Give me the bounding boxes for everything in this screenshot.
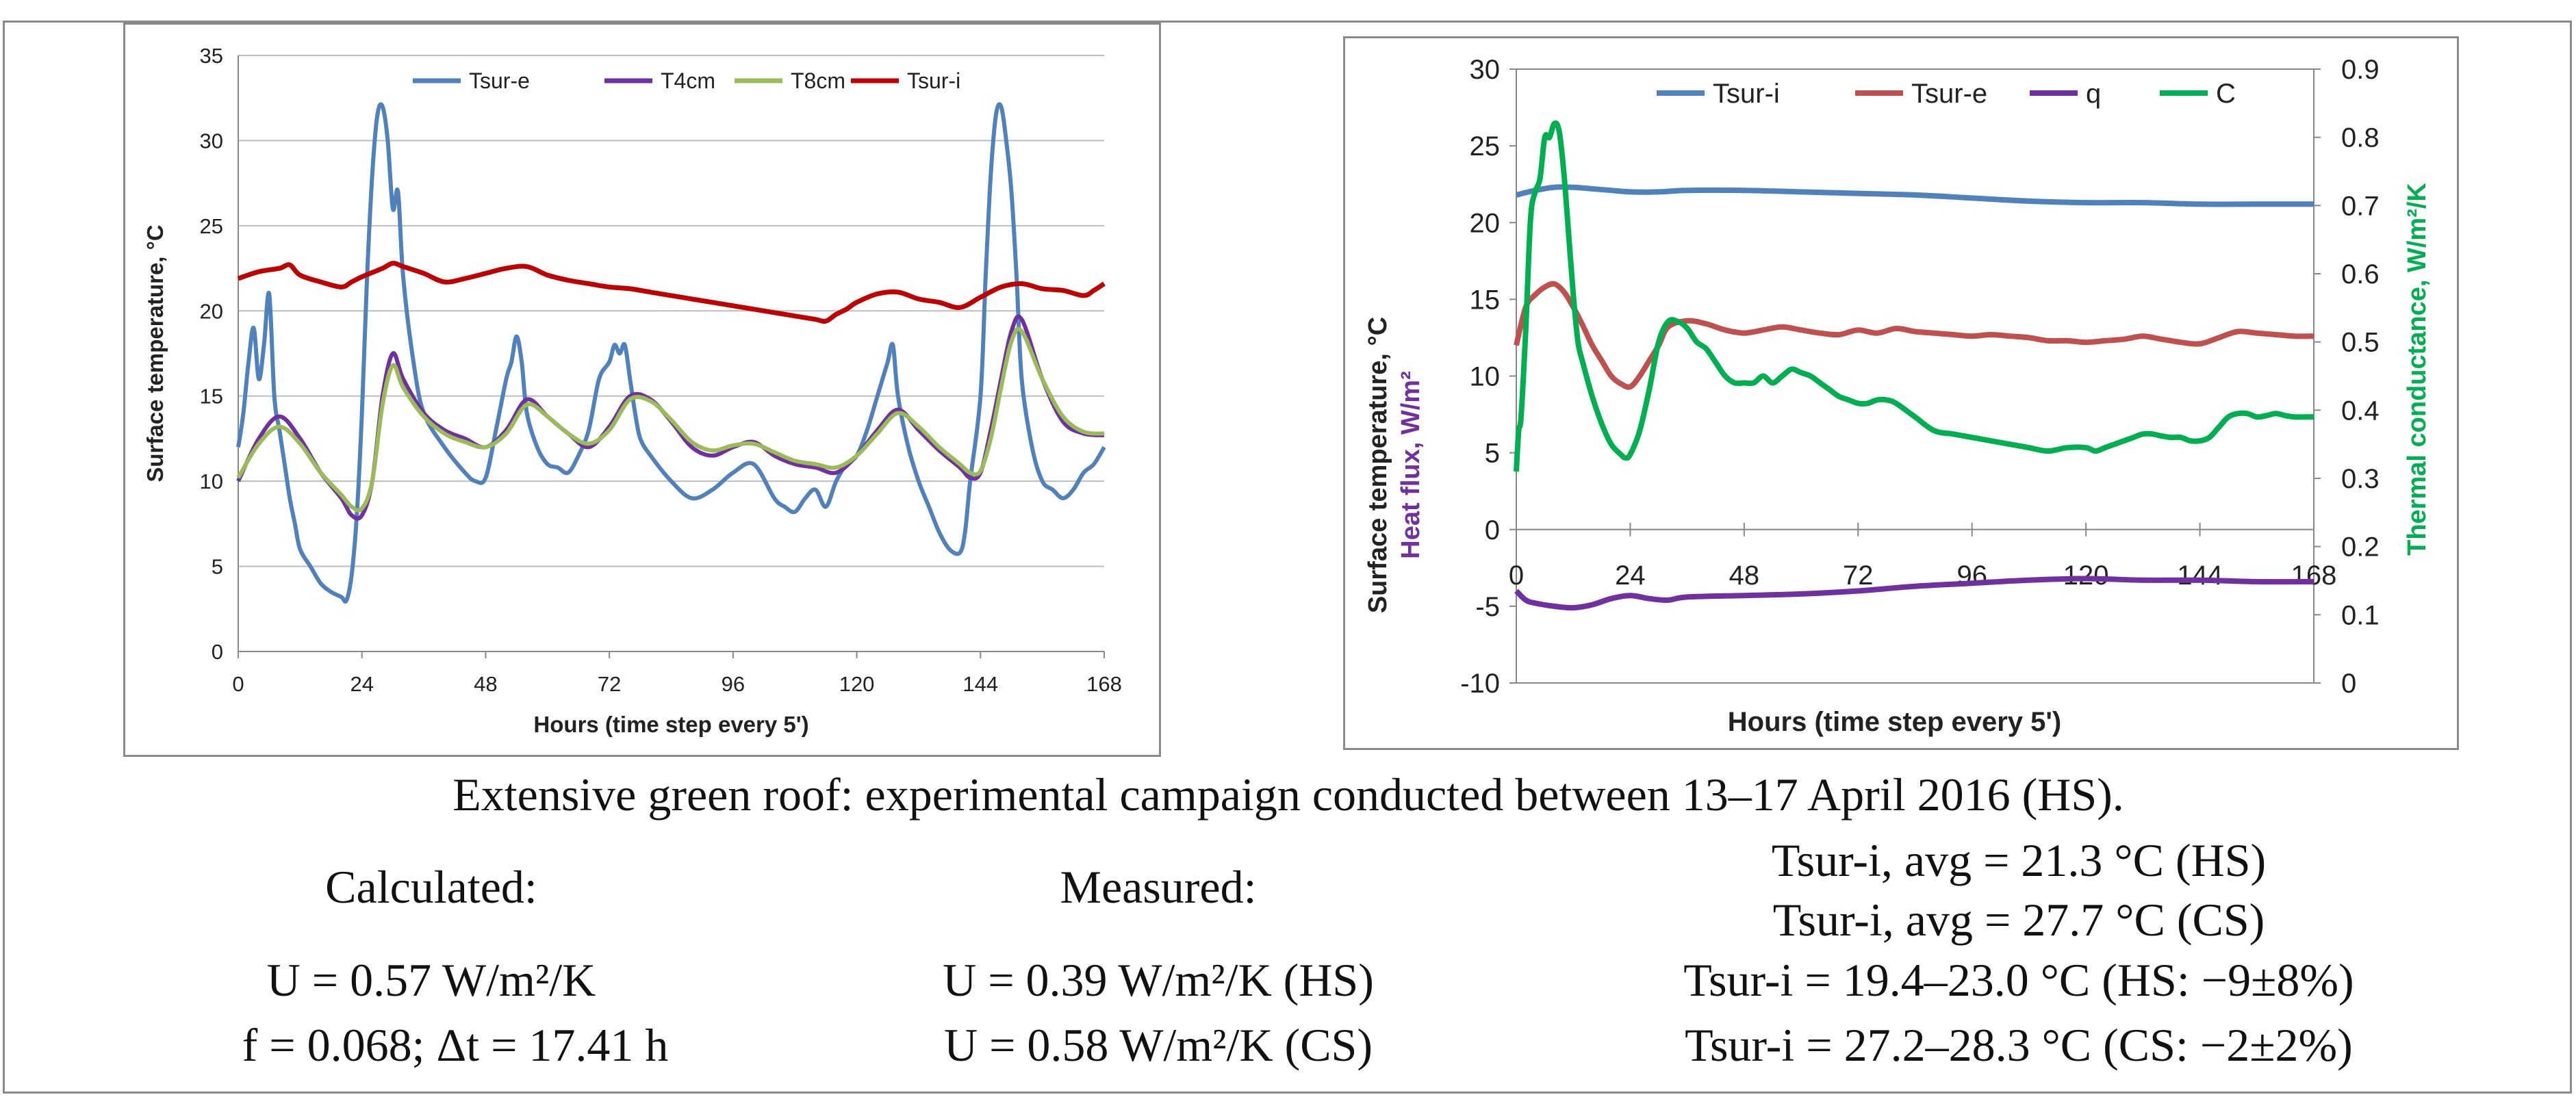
tsur-avg-hs: Tsur-i, avg = 21.3 °C (HS) [1771, 834, 2267, 886]
y-tick-label: 0 [212, 640, 223, 664]
x-tick-label: 48 [474, 672, 497, 696]
figure-frame [3, 21, 2572, 1094]
legend-label-tsur-e: Tsur-e [469, 68, 530, 93]
calculated-f-value: f = 0.068; Δt = 17.41 h [242, 1019, 669, 1071]
series-line-tsur-e [236, 102, 1106, 604]
series-line-tsur-i [237, 261, 1106, 324]
series-line-c [1514, 120, 2314, 472]
legend-label-t4cm: T4cm [661, 68, 715, 93]
x-tick-label: 168 [2291, 560, 2337, 591]
left-chart-panel: 0 5 10 15 20 25 30 35 0 24 48 72 96 120 144 168 Hours (t… [123, 23, 1161, 757]
y-tick-label: 30 [200, 129, 223, 153]
y-tick-label: -5 [1475, 592, 1500, 622]
y2-tick-label: 0.4 [2341, 396, 2380, 426]
y-tick-label: 0 [1485, 515, 1500, 545]
y-tick-label: -10 [1460, 669, 1500, 699]
y-axis-label: Surface temperature, °C [142, 224, 168, 482]
y2-tick-label: 0.6 [2341, 259, 2380, 289]
legend-label-t8cm: T8cm [791, 68, 845, 93]
y-tick-label: 10 [200, 469, 223, 493]
y2-tick-label: 0.5 [2341, 328, 2380, 358]
series-line-t8cm [236, 326, 1105, 513]
y-tick-label: 15 [1470, 285, 1501, 315]
y-tick-label: 5 [212, 555, 223, 579]
y-tick-label: 20 [1470, 208, 1501, 238]
legend-label-tsur-i: Tsur-i [1713, 79, 1780, 109]
legend-label-tsur-e: Tsur-e [1911, 79, 1987, 109]
y2-tick-label: 0.9 [2341, 55, 2380, 85]
caption-title: Extensive green roof: experimental campa… [452, 769, 2124, 821]
x-tick-label: 96 [722, 672, 745, 696]
plot-area [1516, 68, 2314, 684]
y-tick-label: 30 [1470, 55, 1501, 85]
y-tick-label: 20 [200, 299, 223, 323]
series-line-tsur-i [1516, 184, 2314, 207]
y2-tick-label: 0.7 [2341, 191, 2380, 221]
series-line-tsur-e [1514, 281, 2314, 390]
x-tick-label: 168 [1086, 672, 1122, 696]
y2-tick-label: 0.1 [2341, 600, 2380, 630]
x-tick-label: 120 [2063, 560, 2109, 591]
x-tick-label: 144 [962, 672, 998, 696]
series-line-q [1514, 576, 2314, 611]
calculated-label: Calculated: [325, 861, 537, 913]
y2-tick-label: 0.2 [2341, 532, 2380, 563]
calculated-u-value: U = 0.57 W/m²/K [266, 954, 596, 1006]
x-tick-label: 24 [350, 672, 373, 696]
tsur-range-cs: Tsur-i = 27.2–28.3 °C (CS: −2±2%) [1685, 1019, 2353, 1071]
measured-label: Measured: [1060, 861, 1257, 913]
x-tick-label: 72 [598, 672, 621, 696]
right-chart: -10 -5 0 5 10 15 20 25 30 0 0.1 0.2 0.3 0.4 0.5 0.6 0.7 0… [1364, 55, 2432, 737]
x-tick-label: 48 [1729, 560, 1760, 591]
y2-tick-label: 0 [2341, 669, 2356, 699]
y-axis-label: Surface temperature, °C [1364, 317, 1392, 613]
y2-tick-label: 0.8 [2341, 123, 2380, 153]
legend-label-tsur-i: Tsur-i [907, 68, 960, 93]
y2-tick-label: 0.3 [2341, 464, 2380, 494]
right-chart-panel: -10 -5 0 5 10 15 20 25 30 0 0.1 0.2 0.3 0.4 0.5 0.6 0.7 0… [1343, 36, 2459, 750]
left-chart: 0 5 10 15 20 25 30 35 0 24 48 72 96 120 144 168 Hours (t… [142, 44, 1122, 737]
x-tick-label: 72 [1843, 560, 1874, 591]
y-tick-label: 25 [200, 214, 223, 238]
x-tick-label: 0 [232, 672, 244, 696]
x-tick-label: 120 [839, 672, 875, 696]
y-tick-label: 35 [200, 44, 223, 68]
y-tick-label: 10 [1470, 362, 1501, 392]
y-tick-label: 25 [1470, 131, 1501, 162]
measured-u-hs: U = 0.39 W/m²/K (HS) [943, 954, 1374, 1006]
x-axis-label: Hours (time step every 5') [533, 712, 808, 737]
tsur-range-hs: Tsur-i = 19.4–23.0 °C (HS: −9±8%) [1683, 954, 2354, 1006]
legend-label-q: q [2086, 79, 2101, 109]
y-tick-label: 15 [200, 385, 223, 409]
x-tick-label: 0 [1509, 560, 1524, 591]
measured-u-cs: U = 0.58 W/m²/K (CS) [943, 1019, 1373, 1071]
x-axis-label: Hours (time step every 5') [1728, 707, 2061, 737]
y-tick-label: 5 [1485, 439, 1500, 469]
tsur-avg-cs: Tsur-i, avg = 27.7 °C (CS) [1772, 894, 2265, 946]
legend-label-c: C [2216, 79, 2236, 109]
x-tick-label: 144 [2177, 560, 2223, 591]
y-axis-label-secondary: Heat flux, W/m² [1397, 371, 1425, 558]
y2-axis-label: Thermal conductance, W/m²/K [2403, 183, 2432, 556]
x-tick-label: 24 [1615, 560, 1646, 591]
